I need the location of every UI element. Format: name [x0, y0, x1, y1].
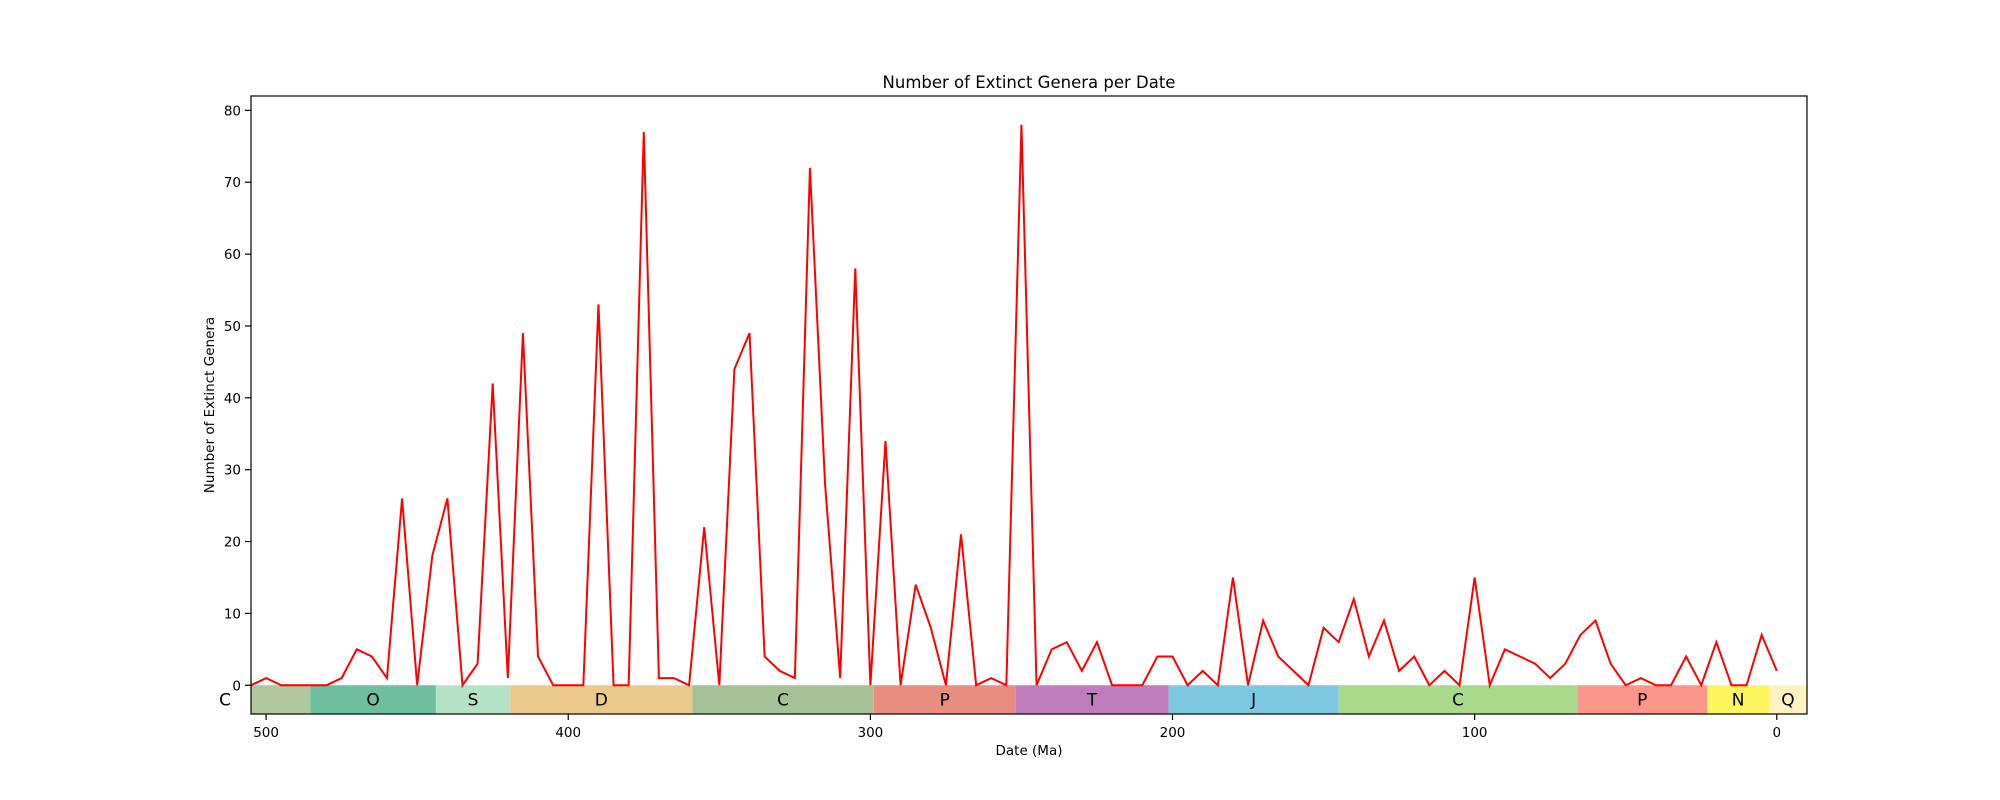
- x-tick-label: 100: [1462, 725, 1488, 741]
- period-band: [1338, 685, 1578, 714]
- period-band: [1015, 685, 1169, 714]
- period-band: [1577, 685, 1708, 714]
- chart-title: Number of Extinct Genera per Date: [883, 73, 1176, 92]
- period-band: [1707, 685, 1769, 714]
- y-tick-label: 80: [224, 103, 241, 119]
- y-axis: 0 10 20 30 40 50 60 70 80: [224, 103, 251, 694]
- period-label: N: [1732, 691, 1745, 711]
- period-label: P: [940, 691, 950, 711]
- x-tick-label: 200: [1160, 725, 1186, 741]
- period-label: C: [777, 691, 789, 711]
- period-band: [435, 685, 511, 714]
- period-label: J: [1250, 691, 1256, 711]
- period-label: Q: [1781, 691, 1794, 711]
- y-tick-label: 10: [224, 606, 241, 622]
- axes-frame: [250, 95, 1808, 715]
- y-tick-label: 30: [224, 463, 241, 479]
- x-tick-label: 0: [1772, 725, 1781, 741]
- y-tick-label: 0: [232, 678, 241, 694]
- y-tick-label: 60: [224, 247, 241, 263]
- x-axis: 500 400 300 200 100 0: [253, 714, 1781, 741]
- period-band: [310, 685, 436, 714]
- period-label: D: [595, 691, 608, 711]
- y-axis-label: Number of Extinct Genera: [202, 317, 218, 493]
- y-tick-label: 20: [224, 535, 241, 551]
- period-band: [1768, 685, 1807, 714]
- x-tick-label: 500: [253, 725, 279, 741]
- period-band: [251, 685, 311, 714]
- period-band: [510, 685, 693, 714]
- x-axis-label: Date (Ma): [995, 743, 1062, 759]
- period-label: C: [219, 691, 231, 711]
- y-tick-label: 40: [224, 391, 241, 407]
- period-label: O: [366, 691, 379, 711]
- period-band: [692, 685, 874, 714]
- x-tick-label: 300: [857, 725, 883, 741]
- period-band: [1168, 685, 1339, 714]
- period-label: P: [1637, 691, 1647, 711]
- y-tick-label: 70: [224, 175, 241, 191]
- period-band: [873, 685, 1016, 714]
- x-tick-label: 400: [555, 725, 581, 741]
- y-tick-label: 50: [224, 319, 241, 335]
- geologic-period-bands: [251, 685, 1807, 714]
- period-label: T: [1086, 691, 1098, 711]
- period-label: S: [468, 691, 479, 711]
- period-label: C: [1452, 691, 1464, 711]
- extinct-genera-line: [250, 124, 1778, 689]
